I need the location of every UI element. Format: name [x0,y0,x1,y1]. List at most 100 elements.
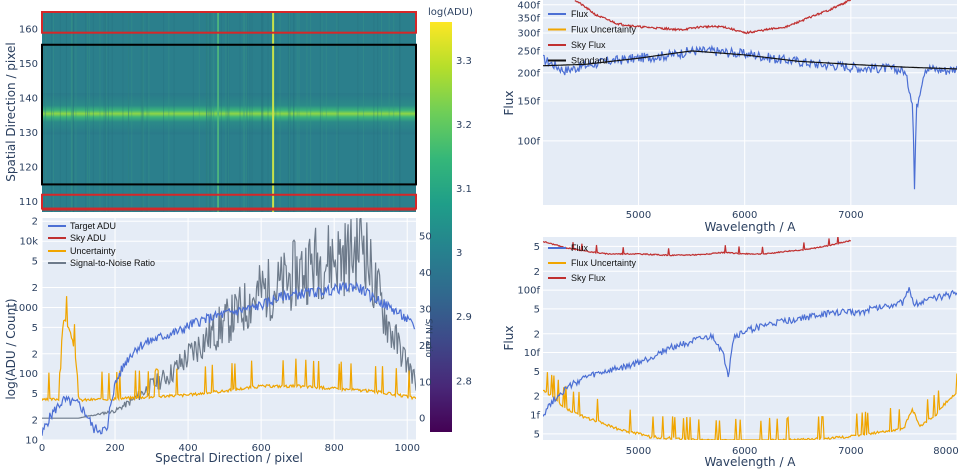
sky-line-column [306,12,308,212]
sky-line-column [206,12,208,212]
sky-line-column [212,12,214,212]
sky-line-column [293,12,295,212]
colorbar-tick: 2.8 [456,376,472,387]
colorbar-title: log(ADU) [428,7,473,18]
extraction-ytick: 2 [32,349,38,360]
sky-line-column [107,12,109,212]
extraction-ytick: 5 [32,257,38,268]
sky-line-column [148,12,150,212]
series-flux [543,287,957,417]
sky-line-column [86,12,88,212]
aperture-target [41,43,417,186]
sky-line-column [321,12,323,212]
flux-ytick: 100f [517,136,540,147]
sky-line-column [44,12,46,212]
sky-line-column [239,12,241,212]
flux2-ytick: 100f [517,286,540,297]
colorbar-tick: 3.3 [456,56,472,67]
bright-sky-column [272,12,275,212]
heatmap-ytick: 150 [19,59,38,70]
series-sky-flux [543,237,852,257]
sky-line-column [336,12,338,212]
flux2-ytick: 1f [530,411,540,422]
sky-line-column [128,12,130,212]
sky-line-column [105,12,107,212]
sky-line-column [293,12,295,212]
sky-line-column [163,12,165,212]
flux-ylabel: Flux [502,91,516,116]
sky-line-column [225,12,227,212]
flux-xtick: 5000 [626,210,651,221]
sky-line-column [393,12,395,212]
flux-ytick: 300f [517,29,540,40]
extraction-y2tick: 30 [419,304,432,315]
sky-line-column [261,12,263,212]
series-flux-uncertainty [543,372,957,440]
colorbar-tick: 3.1 [456,184,472,195]
legend-label: Target ADU [70,221,116,231]
sky-line-column [87,12,89,212]
sky-line-column [373,12,375,212]
sky-line-column [380,12,382,212]
flux2-ytick: 5 [534,367,540,378]
sky-line-column [198,12,200,212]
flux-xtick: 7000 [838,210,863,221]
sky-line-column [226,12,228,212]
flux-ytick: 200f [517,68,540,79]
flux2-ytick: 2 [534,267,540,278]
sky-line-column [208,12,210,212]
extraction-ytick: 5 [32,323,38,334]
flux2-xtick: 7000 [838,446,863,457]
heatmap-ytick: 120 [19,163,38,174]
sky-line-column [262,12,264,212]
series-standard [543,50,957,70]
sky-line-column [220,12,222,212]
sky-line-column [59,12,61,212]
sky-line-column [72,12,74,212]
sky-line-column [296,12,298,212]
sky-line-column [75,12,77,212]
sky-line-column [243,12,245,212]
extraction-ytick: 1000 [13,303,38,314]
flux2-ytick: 2 [534,329,540,340]
flux-ytick: 150f [517,97,540,108]
flux2-xtick: 6000 [732,446,757,457]
sky-line-column [213,12,215,212]
sky-line-column [388,12,390,212]
sky-line-column [363,12,365,212]
sky-line-column [325,12,327,212]
extraction-ytick: 2 [32,283,38,294]
sky-line-column [267,12,269,212]
extraction-y2tick: 50 [419,232,432,243]
heatmap-ylabel: Spatial Direction / pixel [4,42,18,181]
extraction-ytick: 2 [32,416,38,427]
sky-line-column [122,12,124,212]
flux2-ytick: 10f [524,348,541,359]
legend-label: Flux Uncertainty [571,25,637,35]
sky-line-column [103,12,105,212]
extraction-ytick: 5 [32,389,38,400]
extraction-ytick: 10 [25,436,38,447]
sky-line-column [377,12,379,212]
extraction-ytick: 2 [32,217,38,228]
heatmap-ytick: 160 [19,25,38,36]
extraction-xtick: 200 [106,443,125,454]
extraction-y2tick: 20 [419,341,432,352]
aperture-sky [41,11,417,34]
legend-label: Sky ADU [70,233,106,243]
sky-line-column [143,12,145,212]
sky-line-column [168,12,170,212]
sky-line-column [71,12,73,212]
sky-line-column [99,12,101,212]
flux2-ytick: 5 [534,429,540,440]
sky-line-column [279,12,281,212]
sky-line-column [206,12,208,212]
extraction-xtick: 0 [39,443,45,454]
sky-line-column [205,12,207,212]
sky-line-column [105,12,107,212]
flux2-ylabel: Flux [502,326,516,351]
legend-label: Standard [571,56,608,66]
heatmap-ytick: 140 [19,94,38,105]
sky-line-column [85,12,87,212]
